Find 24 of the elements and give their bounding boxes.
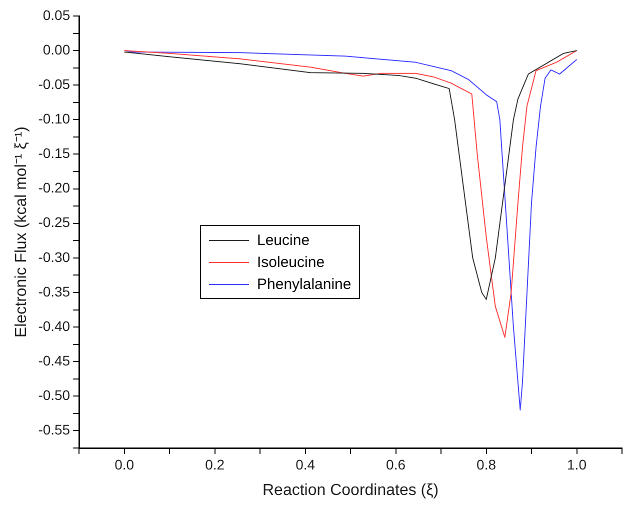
y-tick-label: -0.35 [38, 283, 70, 300]
legend-label: Leucine [257, 232, 310, 248]
y-tick-label: -0.50 [38, 387, 70, 404]
x-tick-label: 1.0 [567, 456, 587, 472]
y-tick-label: -0.05 [38, 76, 70, 92]
y-tick-label: -0.45 [38, 352, 70, 368]
x-tick-label: 0.6 [386, 456, 406, 472]
x-tick-label: 0.0 [114, 456, 134, 472]
legend-label: Isoleucine [257, 254, 325, 270]
y-tick-label: -0.55 [38, 422, 70, 438]
y-tick-label: 0.05 [42, 6, 70, 23]
y-tick-label: -0.25 [38, 214, 70, 230]
y-axis-title: Electronic Flux (kcal mol⁻¹ ξ⁻¹) [13, 126, 30, 338]
y-tick-label: 0.00 [42, 41, 70, 58]
x-tick-label: 0.4 [296, 456, 316, 472]
y-tick-label: -0.15 [38, 145, 70, 162]
legend-label: Phenylalanine [257, 276, 352, 292]
x-axis-title: Reaction Coordinates (ξ) [262, 482, 439, 499]
y-tick-label: -0.10 [38, 110, 70, 127]
x-tick-label: 0.8 [476, 456, 496, 472]
y-tick-label: -0.30 [38, 248, 70, 265]
x-tick-label: 0.2 [205, 456, 225, 472]
y-tick-label: -0.40 [38, 318, 70, 334]
y-tick-label: -0.20 [38, 180, 70, 196]
